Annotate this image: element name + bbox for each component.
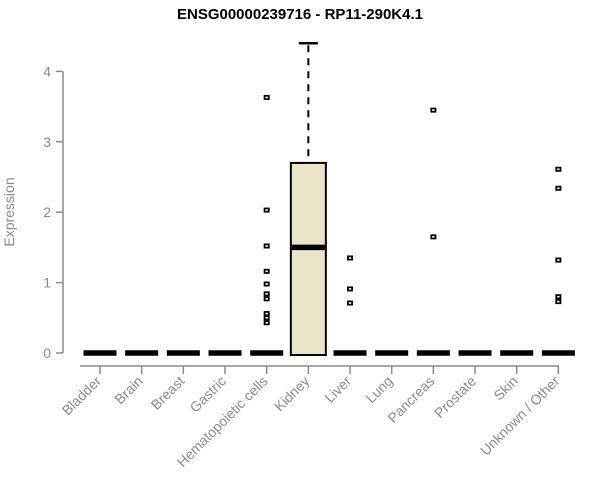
outlier-point-center [557,168,560,171]
x-tick-label: Skin [490,373,521,404]
outlier-point-center [557,295,560,298]
outlier-point-center [348,257,352,259]
outlier-point-center [348,302,352,304]
chart-title: ENSG00000239716 - RP11-290K4.1 [176,6,423,23]
outlier-point-center [557,259,560,261]
median-line [375,350,409,356]
median-line [125,350,159,356]
x-tick-label: Unknown / Other [477,373,563,459]
median-line [166,350,200,356]
y-tick-label: 4 [43,63,51,79]
median-line [250,350,284,356]
x-tick-label: Liver [321,373,354,406]
median-line [333,350,367,356]
median-line [83,350,117,356]
outlier-point-center [432,236,435,238]
outlier-point-center [265,96,268,99]
x-tick-label: Lung [362,373,395,406]
outlier-point-center [348,288,352,290]
median-line [500,350,534,356]
outlier-point-center [265,293,268,295]
outlier-point-center [265,209,268,211]
outlier-point-center [265,321,268,324]
box-body [289,161,327,356]
x-tick-label: Kidney [271,373,313,415]
y-tick-label: 2 [43,204,51,220]
x-tick-label: Prostate [431,373,479,421]
x-tick-label: Breast [148,373,188,413]
outlier-point-center [557,300,560,303]
outlier-point-center [265,283,268,285]
median-line [416,350,450,356]
y-tick-label: 1 [43,275,51,291]
x-tick-label: Bladder [59,373,105,419]
outlier-point-center [432,109,435,111]
outlier-point-center [557,187,560,190]
outlier-point-center [265,270,268,273]
y-axis-title: Expression [1,177,17,247]
outlier-point-center [265,317,268,319]
x-tick-label: Brain [111,373,145,407]
median-line [208,350,242,356]
median-line [458,350,492,356]
median-line [541,350,575,356]
median-line [291,244,325,251]
y-tick-label: 0 [43,345,51,361]
outlier-point-center [265,312,268,315]
outlier-point-center [265,297,268,300]
outlier-point-center [265,245,268,247]
y-tick-label: 3 [43,134,51,150]
